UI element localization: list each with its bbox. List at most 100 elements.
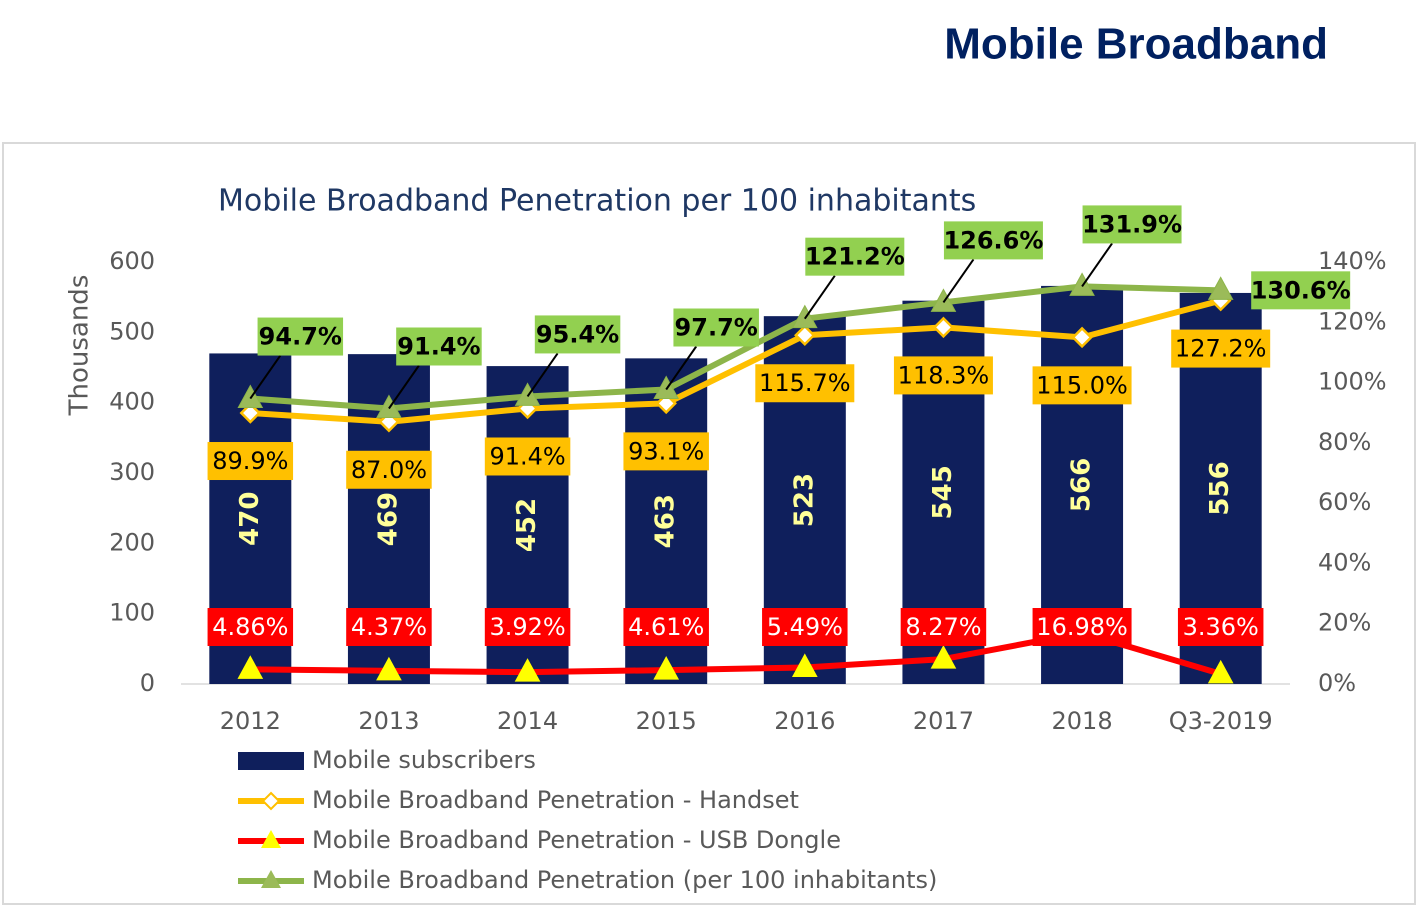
x-tick-label: 2013 bbox=[358, 707, 419, 735]
data-label: 4.61% bbox=[628, 613, 704, 641]
label-box bbox=[346, 608, 432, 646]
y-tick-label: 0 bbox=[140, 669, 155, 697]
label-box bbox=[207, 442, 294, 481]
line-marker bbox=[1071, 326, 1093, 349]
chart-title: Mobile Broadband Penetration per 100 inh… bbox=[218, 184, 976, 219]
data-label: 131.9% bbox=[1082, 210, 1182, 238]
line-marker bbox=[237, 384, 264, 409]
legend-label: Mobile subscribers bbox=[312, 746, 536, 774]
bar-label: 545 bbox=[928, 465, 958, 519]
leader-line bbox=[803, 275, 836, 320]
line-marker bbox=[930, 288, 957, 312]
page-title: Mobile Broadband bbox=[944, 20, 1328, 69]
line-marker bbox=[653, 656, 680, 680]
line-marker bbox=[791, 304, 818, 329]
y2-tick-label: 120% bbox=[1318, 307, 1387, 335]
y2-tick-label: 60% bbox=[1318, 488, 1371, 516]
x-tick-label: 2018 bbox=[1052, 707, 1113, 735]
line-marker bbox=[932, 316, 955, 339]
line-marker bbox=[794, 324, 816, 347]
legend-marker bbox=[261, 791, 281, 811]
y-tick-label: 100 bbox=[109, 599, 155, 627]
legend-label: Mobile Broadband Penetration - USB Dongl… bbox=[312, 826, 841, 854]
data-label: 3.36% bbox=[1183, 613, 1259, 641]
legend-swatch bbox=[238, 752, 304, 770]
line-marker bbox=[376, 656, 402, 681]
data-label: 130.6% bbox=[1251, 276, 1351, 304]
y-tick-label: 600 bbox=[109, 247, 155, 275]
label-box bbox=[762, 608, 848, 646]
data-label: 121.2% bbox=[805, 243, 905, 271]
line-marker bbox=[1069, 272, 1095, 296]
y-tick-label: 200 bbox=[109, 528, 155, 556]
label-box bbox=[1171, 329, 1271, 368]
line bbox=[250, 283, 1221, 412]
x-tick-label: 2017 bbox=[913, 707, 974, 735]
legend-label: Mobile Broadband Penetration - Handset bbox=[312, 786, 799, 814]
label-box bbox=[755, 364, 855, 403]
y2-tick-label: 0% bbox=[1318, 669, 1356, 697]
data-label: 115.0% bbox=[1036, 371, 1128, 399]
y-tick-label: 400 bbox=[109, 388, 155, 416]
data-label: 91.4% bbox=[397, 332, 480, 360]
line-marker bbox=[930, 645, 957, 669]
leader-line bbox=[388, 364, 420, 410]
bar-label: 523 bbox=[789, 473, 819, 527]
bar-label: 566 bbox=[1067, 458, 1097, 512]
line-marker bbox=[791, 653, 818, 677]
label-box bbox=[1032, 366, 1132, 405]
line bbox=[250, 297, 1222, 425]
data-label: 87.0% bbox=[351, 456, 427, 484]
bar-label: 463 bbox=[651, 494, 681, 548]
data-label: 95.4% bbox=[536, 320, 619, 348]
x-tick-label: 2016 bbox=[774, 707, 835, 735]
label-box bbox=[943, 221, 1043, 260]
line-marker bbox=[239, 402, 262, 424]
data-label: 16.98% bbox=[1036, 613, 1128, 641]
line-marker bbox=[514, 382, 541, 406]
data-label: 118.3% bbox=[898, 361, 990, 389]
label-box bbox=[484, 437, 571, 476]
y2-tick-label: 40% bbox=[1318, 548, 1371, 576]
data-label: 126.6% bbox=[943, 226, 1043, 254]
data-label: 127.2% bbox=[1175, 335, 1267, 363]
data-label: 3.92% bbox=[489, 613, 565, 641]
y2-tick-label: 80% bbox=[1318, 428, 1371, 456]
leader-line bbox=[942, 258, 975, 303]
y-tick-label: 300 bbox=[109, 458, 155, 486]
y2-tick-label: 20% bbox=[1318, 609, 1371, 637]
label-box bbox=[1177, 608, 1264, 646]
label-box bbox=[900, 608, 987, 646]
x-tick-label: 2014 bbox=[497, 707, 558, 735]
y2-tick-label: 140% bbox=[1318, 247, 1387, 275]
data-label: 5.49% bbox=[767, 613, 843, 641]
y2-tick-label: 100% bbox=[1318, 368, 1387, 396]
line-marker bbox=[653, 375, 680, 400]
label-box bbox=[207, 608, 294, 646]
x-tick-label: Q3-2019 bbox=[1169, 707, 1273, 735]
line-marker bbox=[1207, 659, 1234, 684]
data-label: 94.7% bbox=[259, 323, 342, 351]
data-label: 4.37% bbox=[351, 613, 427, 641]
data-label: 8.27% bbox=[905, 613, 981, 641]
data-label: 97.7% bbox=[675, 314, 758, 342]
y-axis-label: Thousands bbox=[65, 275, 95, 417]
data-label: 115.7% bbox=[759, 369, 851, 397]
label-box bbox=[623, 608, 709, 646]
line-marker bbox=[376, 394, 402, 418]
label-box bbox=[257, 317, 344, 356]
legend-marker bbox=[261, 830, 281, 848]
data-label: 93.1% bbox=[628, 437, 704, 465]
y-tick-label: 500 bbox=[109, 317, 155, 345]
legend-label: Mobile Broadband Penetration (per 100 in… bbox=[312, 866, 937, 894]
data-label: 4.86% bbox=[212, 613, 288, 641]
legend-marker bbox=[261, 870, 281, 888]
label-box bbox=[396, 327, 482, 366]
label-box bbox=[1251, 271, 1351, 310]
label-box bbox=[1082, 205, 1182, 244]
data-label: 91.4% bbox=[489, 442, 565, 470]
leader-line bbox=[665, 345, 698, 391]
line-marker bbox=[1207, 276, 1234, 300]
